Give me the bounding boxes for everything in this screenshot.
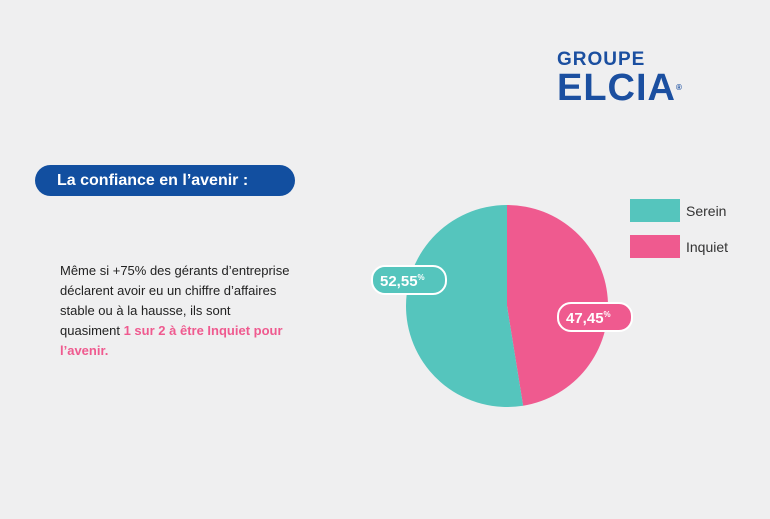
section-heading: La confiance en l’avenir :	[35, 165, 295, 196]
legend-item-inquiet: Inquiet	[630, 235, 728, 258]
legend-item-serein: Serein	[630, 199, 728, 222]
data-label-inquiet: 47,45%	[557, 302, 633, 332]
paragraph-text: Même si +75% des gérants d’entreprise dé…	[60, 263, 290, 338]
data-label-badge-serein	[371, 265, 447, 295]
pie-slice-inquiet	[507, 205, 608, 406]
chart-legend: Serein Inquiet	[630, 199, 728, 271]
data-label-unit-serein: %	[418, 273, 425, 282]
logo-line-1: GROUPE	[557, 49, 646, 70]
pie-slice-serein	[405, 205, 524, 408]
logo-wordmark: ELCIA	[557, 67, 676, 109]
logo-registered-mark: ®	[676, 83, 683, 92]
legend-label-serein: Serein	[686, 202, 727, 219]
data-label-value-serein: 52,55%	[380, 273, 425, 290]
data-label-unit-inquiet: %	[604, 310, 611, 319]
description-paragraph: Même si +75% des gérants d’entreprise dé…	[60, 261, 290, 361]
data-label-badge-inquiet	[557, 302, 633, 332]
legend-swatch-inquiet	[630, 235, 680, 258]
data-label-serein: 52,55%	[371, 265, 447, 295]
legend-swatch-serein	[630, 199, 680, 222]
groupe-elcia-logo: GROUPE ELCIA®	[557, 50, 717, 107]
data-label-value-inquiet: 47,45%	[566, 310, 611, 327]
logo-line-2: ELCIA®	[557, 69, 717, 107]
legend-label-inquiet: Inquiet	[686, 238, 729, 255]
paragraph-highlight: 1 sur 2 à être Inquiet pour l’avenir.	[60, 323, 283, 358]
